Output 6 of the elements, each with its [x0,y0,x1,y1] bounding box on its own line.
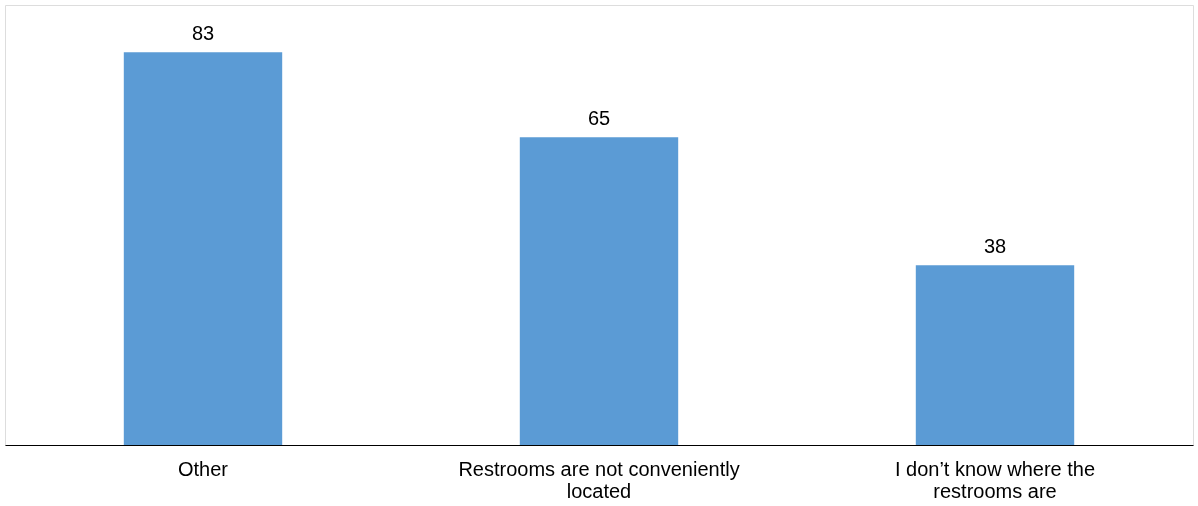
data-label: 38 [983,235,1007,258]
data-label: 83 [191,22,215,45]
x-tick-label: Other [177,457,229,480]
x-tick-label: Restrooms are not conveniently located [458,457,740,502]
x-tick-label: I don’t know where the restrooms are [894,457,1096,502]
data-label: 65 [587,107,611,130]
